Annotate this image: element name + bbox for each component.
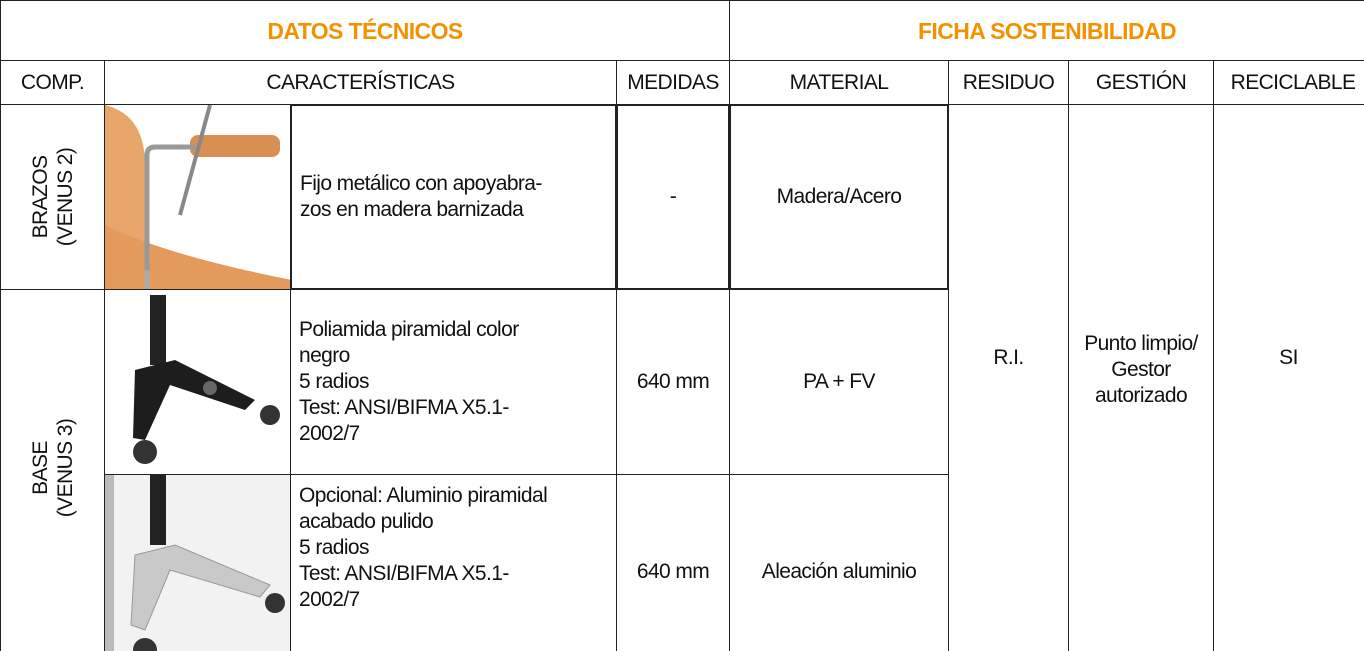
product-image (104, 289, 291, 475)
column-header: MATERIAL (729, 60, 949, 105)
gestion-cell: Punto limpio/Gestor autorizado (1068, 104, 1214, 651)
text: Test: ANSI/BIFMA X5.1- (299, 562, 509, 585)
description-cell: Fijo metálico con apoyabra-zos en madera… (290, 104, 617, 290)
text: 5 radios (299, 370, 370, 393)
section-header: DATOS TÉCNICOS (0, 0, 730, 61)
medidas-cell: 640 mm (616, 289, 730, 475)
text: 640 mm (636, 560, 710, 583)
column-header: GESTIÓN (1068, 60, 1214, 105)
header-text: COMP. (20, 70, 85, 94)
text: PA + FV (803, 370, 875, 393)
armrest-illustration (105, 105, 290, 289)
text: Madera/Acero (776, 185, 902, 208)
column-header: CARACTERÍSTICAS (104, 60, 617, 105)
material-cell: Aleación aluminio (729, 474, 949, 651)
product-image (104, 474, 291, 651)
base-illustration (133, 295, 280, 464)
text: (VENUS 3) (54, 418, 77, 518)
text: Fijo metálico con apoyabra- (300, 172, 542, 195)
text: 2002/7 (299, 422, 360, 445)
header-text: GESTIÓN (1095, 70, 1187, 94)
text: BRAZOS (29, 155, 52, 239)
text: zos en madera barnizada (300, 198, 524, 221)
text: 2002/7 (299, 588, 360, 611)
text: 640 mm (636, 370, 710, 393)
text: autorizado (1094, 384, 1188, 407)
header-text: DATOS TÉCNICOS (267, 17, 463, 44)
product-image (104, 104, 291, 290)
header-text: MEDIDAS (627, 70, 719, 94)
medidas-cell: - (616, 104, 730, 290)
component-label: BASE (VENUS 3) (28, 419, 78, 517)
text: Punto limpio/ (1084, 332, 1198, 355)
header-text: MATERIAL (789, 70, 889, 94)
header-text: RECICLABLE (1230, 70, 1356, 94)
component-cell: BRAZOS (VENUS 2) (0, 104, 105, 290)
text: Aleación aluminio (761, 560, 917, 583)
text: BASE (29, 441, 52, 495)
residuo-cell: R.I. (948, 104, 1069, 651)
material-cell: Madera/Acero (729, 104, 949, 290)
text: Opcional: Aluminio piramidal (299, 484, 548, 507)
column-header: RESIDUO (948, 60, 1069, 105)
material-cell: PA + FV (729, 289, 949, 475)
component-cell: BASE (VENUS 3) (0, 289, 105, 651)
text: - (669, 185, 677, 208)
text: negro (299, 344, 350, 367)
text: (VENUS 2) (54, 147, 77, 247)
header-text: RESIDUO (962, 70, 1055, 94)
header-text: CARACTERÍSTICAS (266, 70, 455, 94)
column-header: COMP. (0, 60, 105, 105)
text: Test: ANSI/BIFMA X5.1- (299, 396, 509, 419)
text: Gestor (1111, 358, 1171, 381)
header-text: FICHA SOSTENIBILIDAD (917, 17, 1177, 44)
text: 5 radios (299, 536, 370, 559)
text: Poliamida piramidal color (299, 318, 519, 341)
text: SI (1279, 346, 1298, 369)
aluminium-base-illustration (105, 475, 290, 651)
column-header: MEDIDAS (616, 60, 730, 105)
column-header: RECICLABLE (1213, 60, 1364, 105)
text: R.I. (993, 346, 1024, 369)
description-cell: Opcional: Aluminio piramidal acabado puli… (290, 474, 617, 651)
reciclable-cell: SI (1213, 104, 1364, 651)
description-cell: Poliamida piramidal color negro 5 radios Te… (290, 289, 617, 475)
component-label: BRAZOS (VENUS 2) (28, 148, 78, 246)
medidas-cell: 640 mm (616, 474, 730, 651)
section-header: FICHA SOSTENIBILIDAD (729, 0, 1364, 61)
text: acabado pulido (299, 510, 434, 533)
